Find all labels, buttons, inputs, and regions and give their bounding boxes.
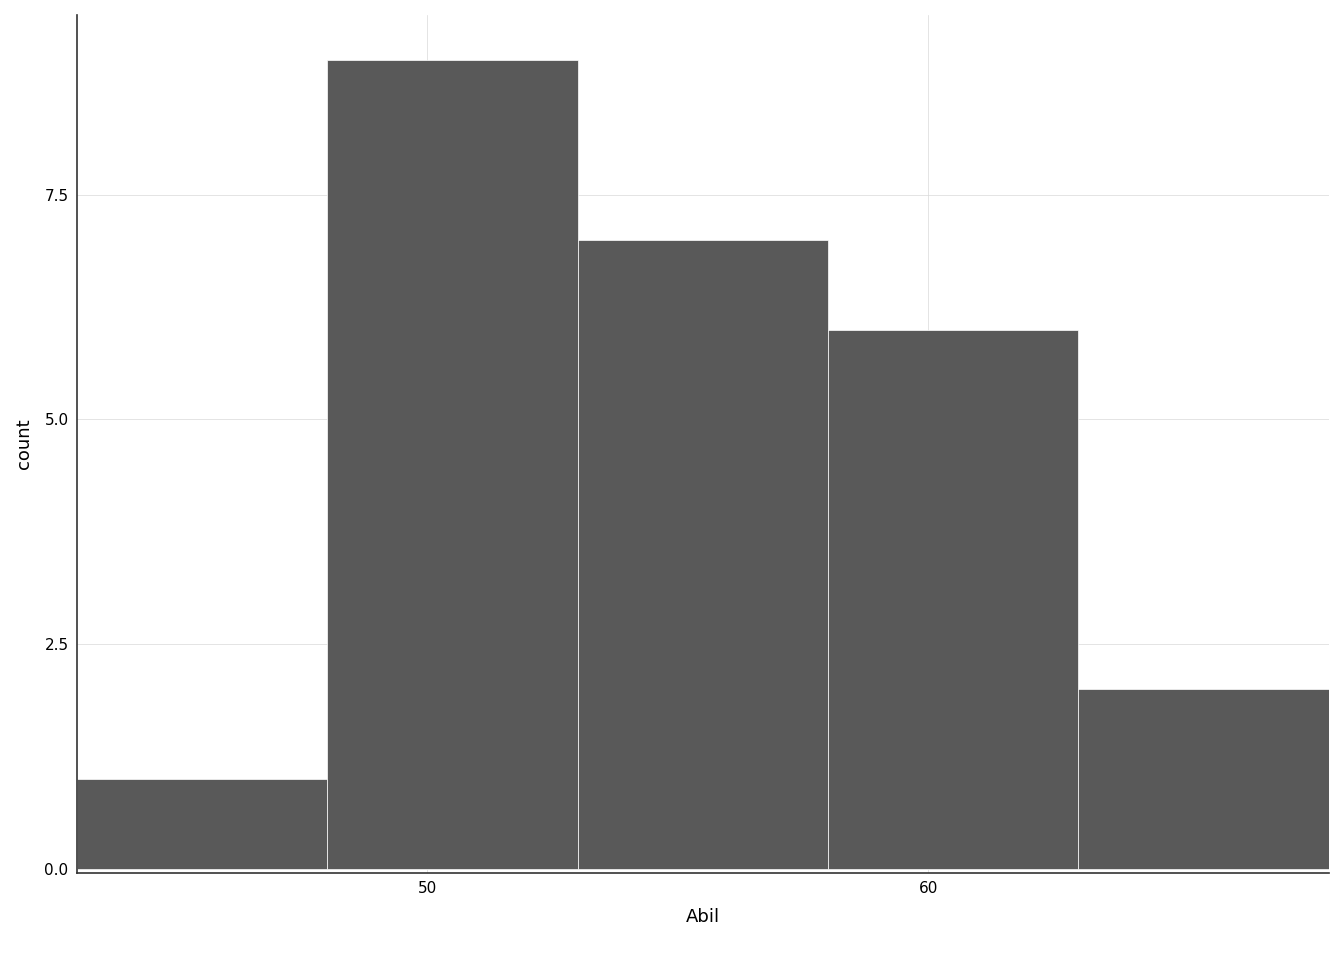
X-axis label: Abil: Abil <box>685 907 720 925</box>
Y-axis label: count: count <box>15 419 34 469</box>
Bar <box>77 779 327 869</box>
Bar <box>327 60 578 869</box>
Bar <box>578 240 828 869</box>
Bar <box>1078 689 1329 869</box>
Bar <box>828 329 1078 869</box>
